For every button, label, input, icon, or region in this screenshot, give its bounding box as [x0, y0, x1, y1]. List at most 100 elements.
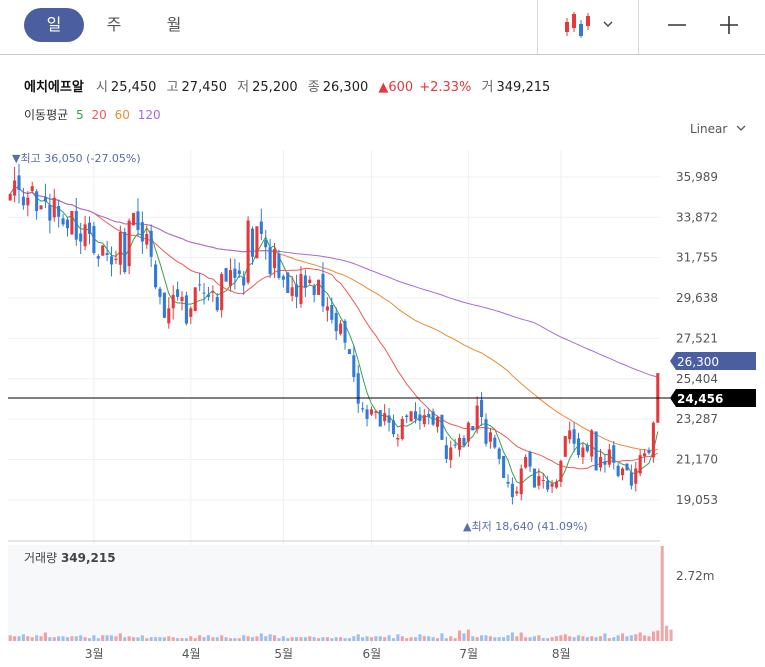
candle-body [563, 436, 567, 457]
chart-type-dropdown[interactable] [552, 4, 624, 46]
ma-line-120 [9, 186, 658, 378]
volume-bar [215, 637, 219, 641]
low-value: 25,200 [252, 80, 298, 95]
volume-bar [79, 635, 83, 641]
toolbar-divider [537, 0, 538, 54]
volume-bar [383, 637, 387, 641]
volume-bar [101, 635, 105, 641]
candle-body [409, 411, 413, 422]
volume-bar [43, 632, 47, 641]
candle-body [101, 245, 105, 256]
candle-body [264, 240, 268, 248]
volume-bar [96, 638, 100, 641]
candle-body [458, 437, 462, 450]
volume-bar [13, 636, 17, 641]
volume-bar [83, 637, 87, 641]
candle-body [607, 449, 611, 465]
volume-bar [180, 638, 184, 641]
candle-body [603, 461, 607, 465]
volume-bar [506, 635, 510, 641]
candle-body [272, 249, 277, 269]
volume-bar [321, 637, 325, 641]
volume-panel-title: 거래량 349,215 [24, 549, 116, 566]
volume-bar [295, 637, 299, 641]
candle-body [180, 296, 184, 302]
crosshair-price-value: 24,456 [677, 392, 723, 406]
tab-daily[interactable]: 일 [24, 8, 84, 42]
tab-weekly[interactable]: 주 [106, 15, 122, 34]
candle-body [334, 312, 338, 332]
volume-bar [572, 637, 576, 641]
candle-body [550, 483, 554, 487]
candle-body [325, 306, 329, 311]
candle-body [30, 186, 34, 192]
volume-bars [8, 545, 673, 641]
volume-bar [466, 629, 470, 641]
candle-body [462, 437, 466, 446]
volume-bar [61, 636, 65, 641]
chart-overlay: ▼최고 36,050 (-27.05%) ▲최저 18,640 (41.09%)… [8, 152, 756, 583]
candle-body [281, 276, 285, 280]
candle-body [475, 405, 479, 430]
candle-body [413, 411, 418, 419]
volume-bar [625, 636, 629, 641]
x-tick-label: 4월 [182, 647, 201, 661]
x-tick-label: 7월 [459, 647, 478, 661]
candle-body [303, 275, 307, 288]
volume-bar [453, 638, 457, 641]
candle-body [405, 415, 409, 418]
tab-monthly[interactable]: 월 [166, 15, 182, 34]
moving-average-lines [9, 186, 659, 485]
scale-dropdown[interactable]: Linear [690, 122, 747, 136]
volume-bar [70, 636, 74, 641]
candle-body [118, 232, 122, 265]
volume-bar [510, 632, 514, 641]
candle-body [422, 415, 426, 425]
candle-body [149, 230, 153, 257]
candle-body [616, 465, 620, 477]
volume-bar [422, 636, 426, 641]
volume-bar [176, 638, 180, 641]
candle-body [52, 197, 56, 218]
volume-bar [290, 637, 294, 641]
volume-bar [171, 637, 175, 641]
candle-body [330, 304, 334, 320]
volume-bar [541, 638, 545, 641]
volume-bar [255, 636, 259, 641]
zoom-in-button[interactable] [712, 4, 746, 46]
volume-bar [554, 636, 559, 641]
volume-bar [303, 637, 307, 641]
volume-bar [528, 637, 532, 641]
candle-body [629, 472, 633, 486]
volume-bar [228, 638, 233, 641]
crosshair-price-tag: 24,456 [670, 389, 756, 407]
volume-title: 거래량 [24, 551, 58, 565]
candle-body [554, 481, 559, 488]
y-tick-label: 23,287 [676, 412, 718, 426]
candle-body [396, 437, 400, 440]
volume-bar [39, 636, 43, 641]
chevron-down-icon [603, 21, 613, 27]
candle-body [17, 175, 21, 191]
zoom-out-button[interactable] [660, 4, 694, 46]
candle-body [48, 204, 52, 221]
candle-body [308, 279, 312, 283]
candle-body [268, 247, 272, 274]
candle-body [356, 373, 360, 404]
ma-60: 60 [114, 108, 130, 122]
volume-bar [607, 638, 611, 641]
volume-bar [127, 636, 131, 641]
volume-bar [413, 637, 418, 641]
candle-body [537, 476, 541, 486]
candle-body [109, 256, 114, 265]
candle-body [321, 273, 325, 307]
candle-body [255, 226, 259, 259]
volume-bar [475, 637, 479, 641]
moving-average-legend[interactable]: 이동평균 5 20 60 120 [24, 106, 165, 123]
candle-body [184, 295, 188, 324]
candle-body [480, 399, 484, 418]
volume-bar [325, 637, 329, 641]
candlestick-icon [565, 12, 613, 38]
candle-body [277, 253, 281, 278]
